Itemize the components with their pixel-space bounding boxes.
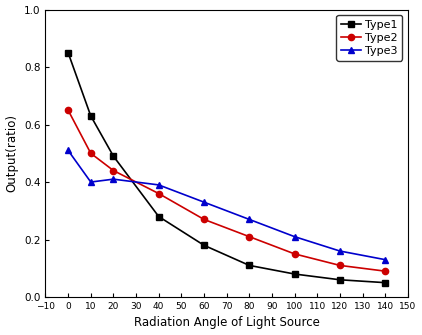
Type3 xyxy=(247,217,252,221)
Type3 xyxy=(383,258,388,262)
Y-axis label: Output(ratio): Output(ratio) xyxy=(5,114,19,192)
Type2 xyxy=(337,263,342,267)
Type1 xyxy=(65,51,70,55)
Type2 xyxy=(201,217,206,221)
Type2 xyxy=(247,234,252,239)
Type1 xyxy=(156,214,161,218)
Type1 xyxy=(111,154,116,158)
Type3 xyxy=(337,249,342,253)
Line: Type1: Type1 xyxy=(65,50,388,286)
Type2 xyxy=(156,192,161,196)
Type1 xyxy=(337,278,342,282)
Type2 xyxy=(111,169,116,173)
Line: Type3: Type3 xyxy=(65,147,388,263)
Type2 xyxy=(65,108,70,112)
Type1 xyxy=(88,114,93,118)
Type2 xyxy=(292,252,297,256)
Line: Type2: Type2 xyxy=(65,107,388,274)
Type2 xyxy=(383,269,388,273)
Type3 xyxy=(88,180,93,184)
X-axis label: Radiation Angle of Light Source: Radiation Angle of Light Source xyxy=(134,317,319,329)
Legend: Type1, Type2, Type3: Type1, Type2, Type3 xyxy=(336,15,402,61)
Type1 xyxy=(201,243,206,247)
Type2 xyxy=(88,151,93,155)
Type3 xyxy=(292,234,297,239)
Type3 xyxy=(65,148,70,152)
Type3 xyxy=(156,183,161,187)
Type3 xyxy=(111,177,116,181)
Type1 xyxy=(383,281,388,285)
Type1 xyxy=(292,272,297,276)
Type3 xyxy=(201,200,206,204)
Type1 xyxy=(247,263,252,267)
